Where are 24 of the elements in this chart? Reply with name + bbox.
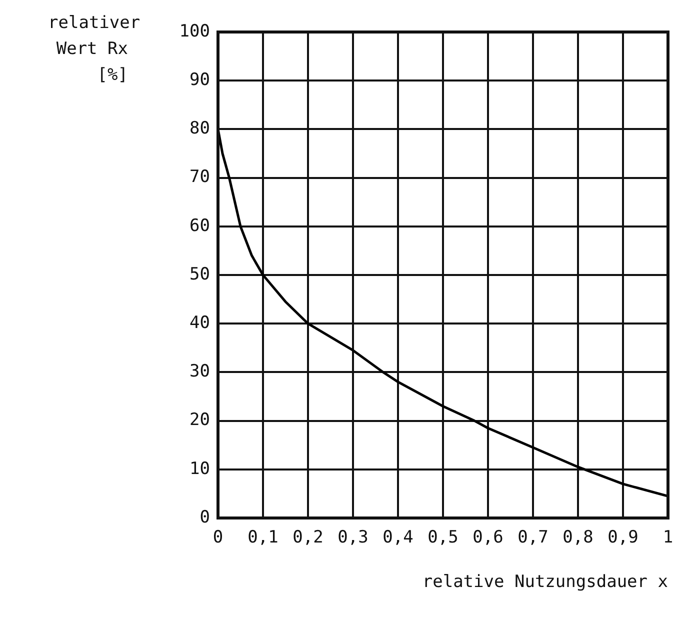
y-tick-label: 90 [190, 70, 210, 90]
x-tick-label: 0,8 [562, 528, 594, 548]
x-tick-label: 0,2 [292, 528, 324, 548]
y-tick-label: 80 [190, 118, 210, 139]
x-tick-label: 0,4 [382, 528, 414, 548]
y-tick-label: 30 [190, 362, 210, 382]
x-tick-label: 0,7 [518, 528, 548, 548]
x-tick-label: 1 [662, 528, 674, 548]
x-tick-label: 0,6 [472, 528, 504, 548]
x-tick-label: 0,1 [248, 528, 278, 548]
x-tick-label: 0 [212, 528, 224, 548]
x-tick-label: 0,3 [338, 528, 368, 548]
y-tick-label: 70 [190, 167, 210, 188]
y-tick-label: 0 [200, 507, 210, 528]
y-tick-label: 20 [190, 410, 210, 430]
x-tick-label: 0,9 [608, 528, 638, 548]
y-tick-label: 10 [190, 458, 210, 479]
y-tick-label: 100 [179, 21, 210, 42]
y-tick-label: 50 [190, 264, 210, 284]
x-axis-title: relative Nutzungsdauer x [422, 572, 668, 592]
y-tick-label: 40 [190, 313, 210, 334]
x-tick-label: 0,5 [428, 528, 458, 548]
y-tick-label: 60 [190, 216, 210, 236]
y-axis-title: relativer Wert Rx [%] [48, 12, 140, 87]
